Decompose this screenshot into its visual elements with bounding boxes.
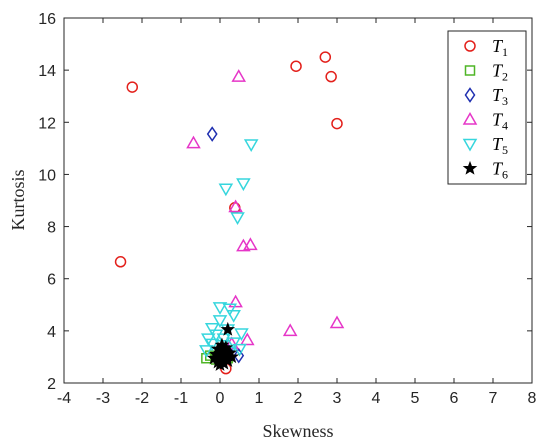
legend-label-T4: T4 (492, 110, 508, 133)
legend-label-subscript: 4 (502, 119, 508, 133)
point-T6-0 (220, 321, 236, 336)
legend-label-T5: T5 (492, 134, 508, 157)
legend-label-T1: T1 (492, 36, 508, 59)
legend-label-subscript: 6 (502, 168, 508, 182)
y-tick-label: 14 (38, 63, 56, 80)
x-tick-label: -4 (57, 390, 71, 407)
point-T4-2 (228, 199, 243, 213)
point-T5-1 (218, 183, 234, 197)
point-T5-17 (232, 343, 247, 357)
x-tick-label: 7 (489, 390, 498, 407)
legend-label-T3: T3 (492, 85, 508, 108)
point-T3-1 (233, 347, 245, 364)
legend-marker-T5 (462, 138, 478, 152)
legend-marker-T2 (464, 65, 476, 76)
point-T5-6 (226, 309, 241, 323)
x-tick-label: 4 (372, 390, 381, 407)
x-tick-label: -3 (96, 390, 110, 407)
legend-item-T1: T1 (464, 36, 508, 59)
x-tick-label: 6 (450, 390, 459, 407)
legend-box (447, 30, 527, 185)
legend-label-base: T (492, 134, 504, 154)
point-T4-3 (243, 237, 258, 251)
point-T5-15 (204, 338, 220, 352)
point-T1-1 (290, 60, 302, 72)
legend-label-base: T (492, 159, 504, 179)
y-tick-label: 4 (47, 324, 56, 341)
y-tick-label: 10 (38, 167, 56, 184)
point-T5-18 (199, 345, 214, 358)
x-tick-label: 8 (528, 390, 537, 407)
point-T5-0 (243, 139, 259, 152)
point-T3-0 (206, 126, 218, 142)
point-T4-1 (186, 135, 201, 149)
legend-label-subscript: 1 (502, 45, 508, 59)
point-T5-8 (204, 323, 220, 336)
point-T5-14 (226, 337, 241, 351)
legend-item-T5: T5 (462, 134, 508, 157)
x-tick-label: 2 (294, 390, 303, 407)
point-T6-15 (212, 357, 228, 371)
legend-label-base: T (492, 36, 504, 56)
data-points (114, 51, 345, 375)
y-tick-label: 16 (38, 11, 56, 28)
legend-label-base: T (492, 110, 504, 130)
x-tick-label: 5 (411, 390, 420, 407)
legend-label-subscript: 5 (502, 143, 508, 157)
legend-item-T3: T3 (464, 85, 508, 108)
legend-label-base: T (492, 61, 504, 81)
legend-item-T2: T2 (464, 61, 508, 84)
legend-label-T6: T6 (492, 159, 508, 182)
legend-item-T4: T4 (462, 110, 508, 133)
point-T5-5 (222, 303, 238, 317)
legend-item-T6: T6 (462, 159, 508, 182)
y-axis-title: Kurtosis (8, 169, 28, 230)
point-T5-4 (212, 302, 228, 315)
point-T5-3 (230, 212, 245, 225)
point-T5-7 (212, 315, 228, 328)
legend-label-base: T (492, 85, 504, 105)
x-tick-label: -1 (174, 390, 188, 407)
series-T6 (206, 321, 239, 371)
legend-label-T2: T2 (492, 61, 508, 84)
point-T5-2 (236, 178, 251, 192)
x-tick-label: 1 (255, 390, 264, 407)
legend-marker-T4 (462, 111, 478, 125)
legend-marker-T6 (462, 160, 478, 175)
point-T5-10 (234, 328, 249, 341)
x-tick-label: 3 (333, 390, 342, 407)
legend-marker-T1 (464, 40, 476, 52)
point-T1-2 (319, 51, 332, 63)
point-T4-6 (282, 323, 298, 337)
point-T4-5 (228, 294, 243, 308)
point-T4-8 (240, 332, 255, 346)
y-tick-label: 12 (38, 115, 56, 132)
legend-marker-T3 (464, 87, 476, 103)
y-tick-label: 2 (47, 376, 56, 393)
legend-label-subscript: 2 (502, 70, 508, 84)
point-T1-4 (331, 117, 343, 130)
y-tick-label: 6 (47, 272, 56, 289)
point-T1-0 (126, 81, 138, 93)
legend-label-subscript: 3 (502, 94, 508, 108)
point-T1-3 (325, 70, 337, 83)
point-T4-4 (236, 238, 251, 252)
point-T4-7 (329, 315, 345, 329)
point-T4-0 (231, 69, 247, 82)
x-axis-title: Skewness (263, 421, 334, 441)
x-tick-label: 0 (216, 390, 225, 407)
x-tick-label: -2 (135, 390, 149, 407)
point-T1-5 (114, 256, 127, 268)
y-tick-label: 8 (47, 220, 56, 237)
